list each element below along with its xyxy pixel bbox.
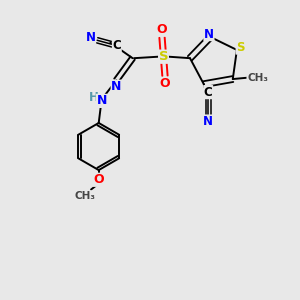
Text: N: N [203,115,213,128]
Text: N: N [85,32,96,44]
Text: C: C [112,39,121,52]
Text: O: O [93,173,104,186]
Text: O: O [157,23,167,36]
Text: S: S [236,41,245,54]
Text: N: N [204,28,214,40]
Text: CH₃: CH₃ [75,191,96,201]
Text: N: N [111,80,122,93]
Text: N: N [97,94,107,107]
Text: S: S [159,50,168,63]
Text: O: O [160,77,170,90]
Text: C: C [204,85,213,99]
Text: H: H [88,91,98,103]
Text: CH₃: CH₃ [247,73,268,82]
